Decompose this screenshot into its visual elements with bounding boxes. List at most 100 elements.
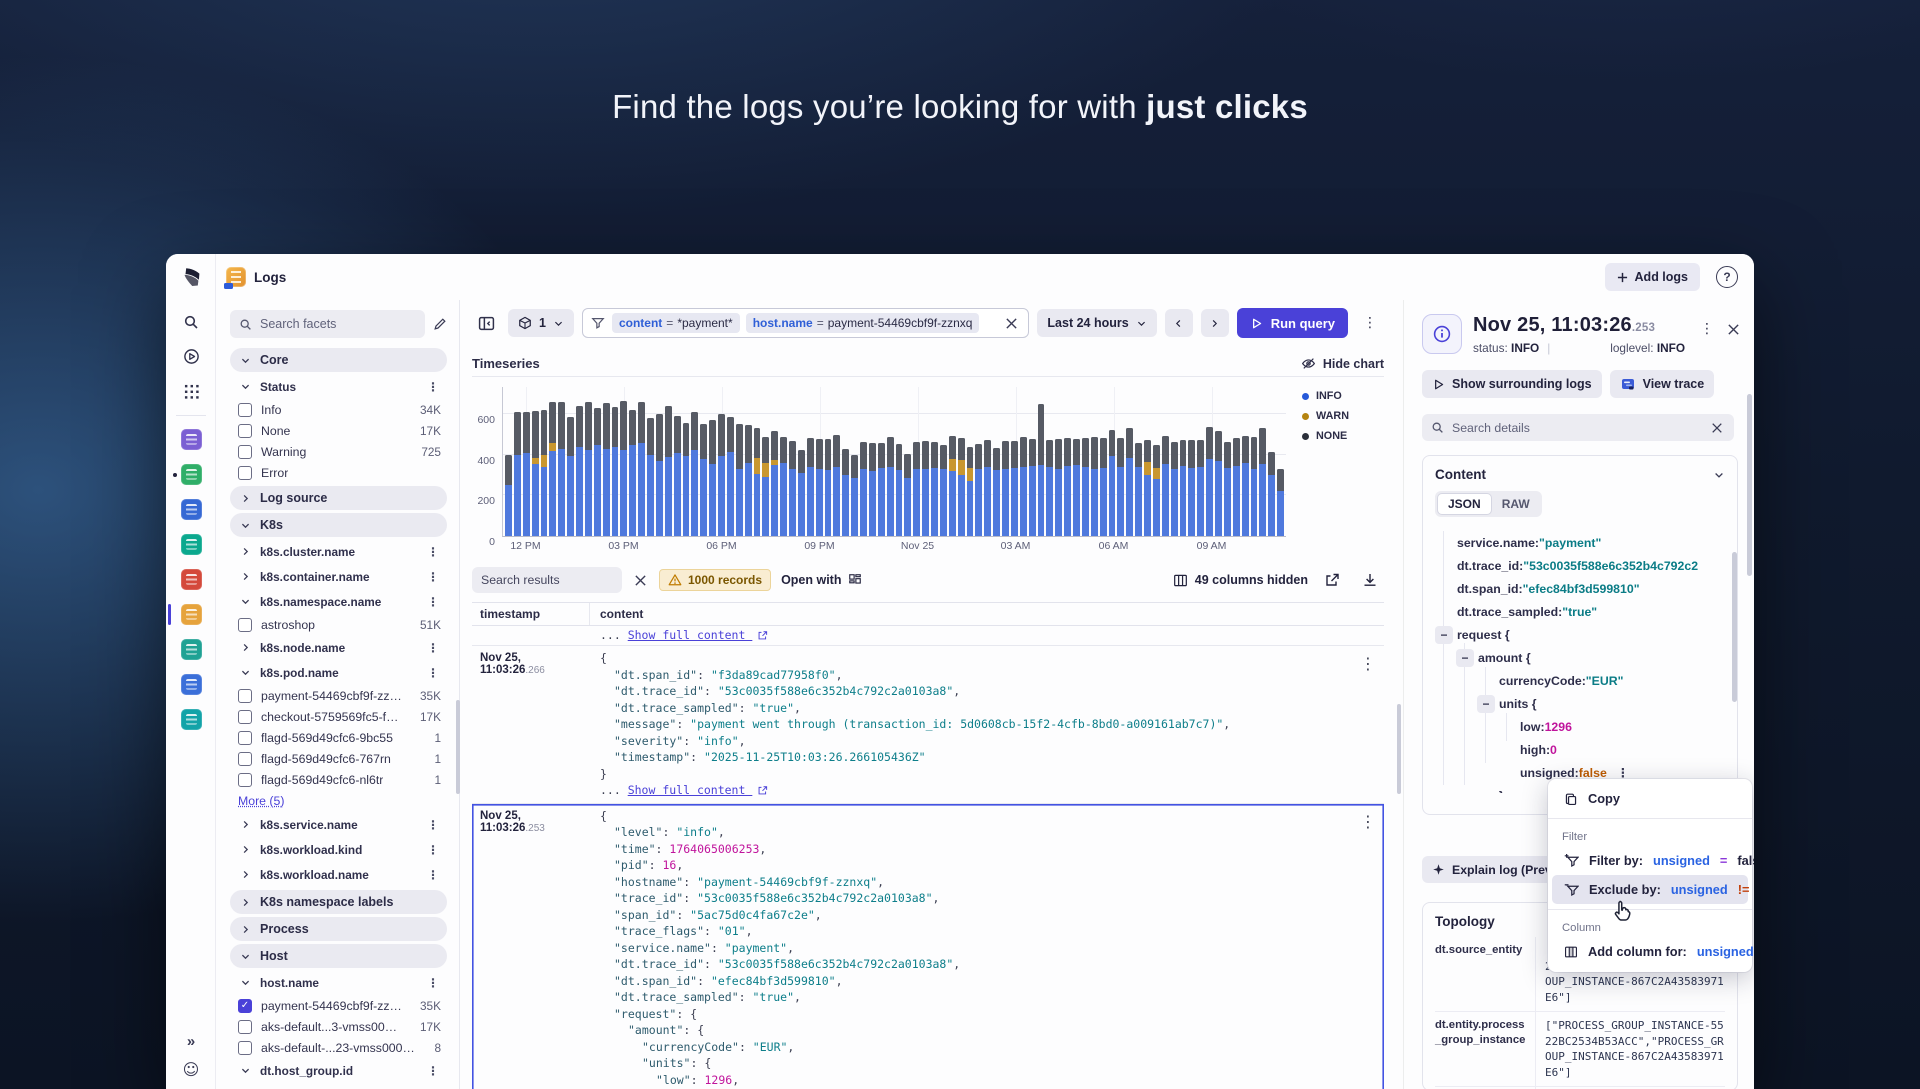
facet-kebab[interactable]: ⋮ <box>427 842 439 857</box>
facet-kebab[interactable]: ⋮ <box>427 1063 439 1078</box>
facet-field-k8s-container-name[interactable]: k8s.container.name ⋮ <box>230 564 447 589</box>
facet-value-none[interactable]: None 17K <box>230 420 447 441</box>
facet-field-host-name[interactable]: host.name ⋮ <box>230 970 447 995</box>
sidebar-scrollbar[interactable] <box>456 700 460 794</box>
open-with-button[interactable]: Open with <box>781 573 862 587</box>
facet-kebab[interactable]: ⋮ <box>427 594 439 609</box>
facet-value-astroshop[interactable]: astroshop 51K <box>230 614 447 635</box>
facet-kebab[interactable]: ⋮ <box>427 544 439 559</box>
add-logs-button[interactable]: Add logs <box>1604 263 1700 291</box>
facet-group-k8s[interactable]: K8s <box>230 513 447 537</box>
facet-field-k8s-workload-kind[interactable]: k8s.workload.kind ⋮ <box>230 837 447 862</box>
facet-group-process[interactable]: Process <box>230 917 447 941</box>
facet-kebab[interactable]: ⋮ <box>427 867 439 882</box>
checkbox[interactable] <box>238 423 252 438</box>
panel-scrollbar[interactable] <box>1747 394 1752 576</box>
log-row[interactable]: ... Show full content <box>472 626 1384 646</box>
facet-field-status[interactable]: Status ⋮ <box>230 374 447 399</box>
clouds-app-icon[interactable] <box>166 422 216 457</box>
facet-value-aks-default-3-vmss000013[interactable]: aks-default...3-vmss000013 17K <box>230 1016 447 1037</box>
tab-json[interactable]: JSON <box>1437 493 1492 515</box>
facet-kebab[interactable]: ⋮ <box>427 569 439 584</box>
help-button[interactable]: ? <box>1716 266 1738 288</box>
hide-chart-button[interactable]: Hide chart <box>1301 356 1384 371</box>
problems-app-icon[interactable] <box>166 562 216 597</box>
row-kebab[interactable]: ⋮ <box>1360 654 1376 673</box>
menu-item-filter-by[interactable]: Filter by:unsigned=false <box>1552 846 1754 875</box>
facet-kebab[interactable]: ⋮ <box>427 665 439 680</box>
checkbox[interactable]: ✓ <box>238 998 252 1013</box>
extensions-app-icon[interactable] <box>166 492 216 527</box>
time-range-selector[interactable]: Last 24 hours <box>1037 309 1157 337</box>
facet-group-log-source[interactable]: Log source <box>230 486 447 510</box>
tree-value-kebab[interactable]: ⋮ <box>1616 765 1630 780</box>
legend-item-none[interactable]: NONE <box>1302 429 1384 443</box>
show-full-content-link[interactable]: Show full content <box>628 782 769 799</box>
columns-hidden-button[interactable]: 49 columns hidden <box>1173 573 1308 588</box>
checkbox[interactable] <box>238 772 252 787</box>
checkbox[interactable] <box>238 465 252 480</box>
detail-search-input[interactable]: Search details <box>1422 414 1734 441</box>
run-query-button[interactable]: Run query <box>1236 308 1348 338</box>
facet-value-info[interactable]: Info 34K <box>230 399 447 420</box>
search-icon[interactable] <box>166 304 216 339</box>
menu-item-copy[interactable]: Copy <box>1552 784 1748 813</box>
tab-raw[interactable]: RAW <box>1501 497 1530 511</box>
query-filter-input[interactable]: content = *payment* host.name = payment-54469… <box>581 308 1030 338</box>
facet-value-checkout-5759569fc5-fbqbp[interactable]: checkout-5759569fc5-fbqbp 17K <box>230 706 447 727</box>
services-app-icon[interactable] <box>166 632 216 667</box>
facet-field-k8s-namespace-name[interactable]: k8s.namespace.name ⋮ <box>230 589 447 614</box>
collapse-toggle[interactable]: − <box>1435 625 1453 644</box>
filter-pill[interactable]: content = *payment* <box>611 313 740 333</box>
facet-kebab[interactable]: ⋮ <box>427 379 439 394</box>
checkbox[interactable] <box>238 617 252 632</box>
clear-detail-search-icon[interactable] <box>1709 420 1725 436</box>
dashboards-app-icon[interactable] <box>166 457 216 492</box>
edit-facets-icon[interactable] <box>433 317 447 331</box>
menu-item-exclude-by[interactable]: Exclude by:unsigned!=false <box>1552 875 1749 904</box>
facet-value-aks-default-23-vmss00001c[interactable]: aks-default-...23-vmss00001c 8 <box>230 1037 447 1058</box>
facet-field-k8s-pod-name[interactable]: k8s.pod.name ⋮ <box>230 660 447 685</box>
explain-log-button[interactable]: Explain log (Previe <box>1422 856 1573 883</box>
getting-started-icon[interactable] <box>166 339 216 374</box>
checkbox[interactable] <box>238 730 252 745</box>
collapse-rail-icon[interactable]: » <box>186 1033 196 1050</box>
legend-item-warn[interactable]: WARN <box>1302 409 1384 423</box>
clear-results-search-icon[interactable] <box>632 572 649 589</box>
checkbox[interactable] <box>238 1019 252 1034</box>
query-menu-kebab[interactable]: ⋮ <box>1363 315 1377 331</box>
account-icon[interactable]: ☺ <box>182 1060 200 1079</box>
show-surrounding-logs-button[interactable]: Show surrounding logs <box>1422 370 1602 398</box>
collapse-toggle[interactable]: − <box>1456 648 1474 667</box>
facet-group-host[interactable]: Host <box>230 944 447 968</box>
log-row[interactable]: Nov 25, 11:03:26.266{"dt.span_id": "f3da… <box>472 646 1384 804</box>
time-prev-button[interactable] <box>1164 309 1193 337</box>
facet-field-k8s-cluster-name[interactable]: k8s.cluster.name ⋮ <box>230 539 447 564</box>
facet-value-flagd-569d49cfc6-nl6tr[interactable]: flagd-569d49cfc6-nl6tr 1 <box>230 769 447 790</box>
view-trace-button[interactable]: View trace <box>1609 370 1715 398</box>
facet-value-error[interactable]: Error <box>230 462 447 483</box>
menu-item-add-column-for[interactable]: Add column for: unsigned <box>1552 937 1754 966</box>
results-search-input[interactable]: Search results <box>472 567 622 593</box>
facet-kebab[interactable]: ⋮ <box>427 975 439 990</box>
discover-app-icon[interactable] <box>166 702 216 737</box>
detail-kebab[interactable]: ⋮ <box>1700 321 1714 337</box>
checkbox[interactable] <box>238 751 252 766</box>
facet-field-k8s-node-name[interactable]: k8s.node.name ⋮ <box>230 635 447 660</box>
column-header-timestamp[interactable]: timestamp <box>472 603 590 625</box>
checkbox[interactable] <box>238 402 252 417</box>
dynatrace-logo[interactable] <box>166 266 216 288</box>
facet-search-input[interactable]: Search facets <box>230 310 425 338</box>
facet-field-dt-host-group-id[interactable]: dt.host_group.id ⋮ <box>230 1058 447 1083</box>
log-row[interactable]: Nov 25, 11:03:26.253{"level": "info", "ti… <box>472 804 1384 1089</box>
checkbox[interactable] <box>238 1040 252 1055</box>
row-kebab[interactable]: ⋮ <box>1360 811 1376 831</box>
facet-value-payment-54469cbf9f-zznxq[interactable]: payment-54469cbf9f-zznxq 35K <box>230 685 447 706</box>
facet-more-link[interactable]: More (5) <box>238 794 285 808</box>
time-next-button[interactable] <box>1200 309 1229 337</box>
legend-item-info[interactable]: INFO <box>1302 389 1384 403</box>
download-icon[interactable] <box>1356 566 1384 594</box>
facet-field-k8s-workload-name[interactable]: k8s.workload.name ⋮ <box>230 862 447 887</box>
toggle-sidebar-button[interactable] <box>472 309 500 337</box>
checkbox[interactable] <box>238 444 252 459</box>
